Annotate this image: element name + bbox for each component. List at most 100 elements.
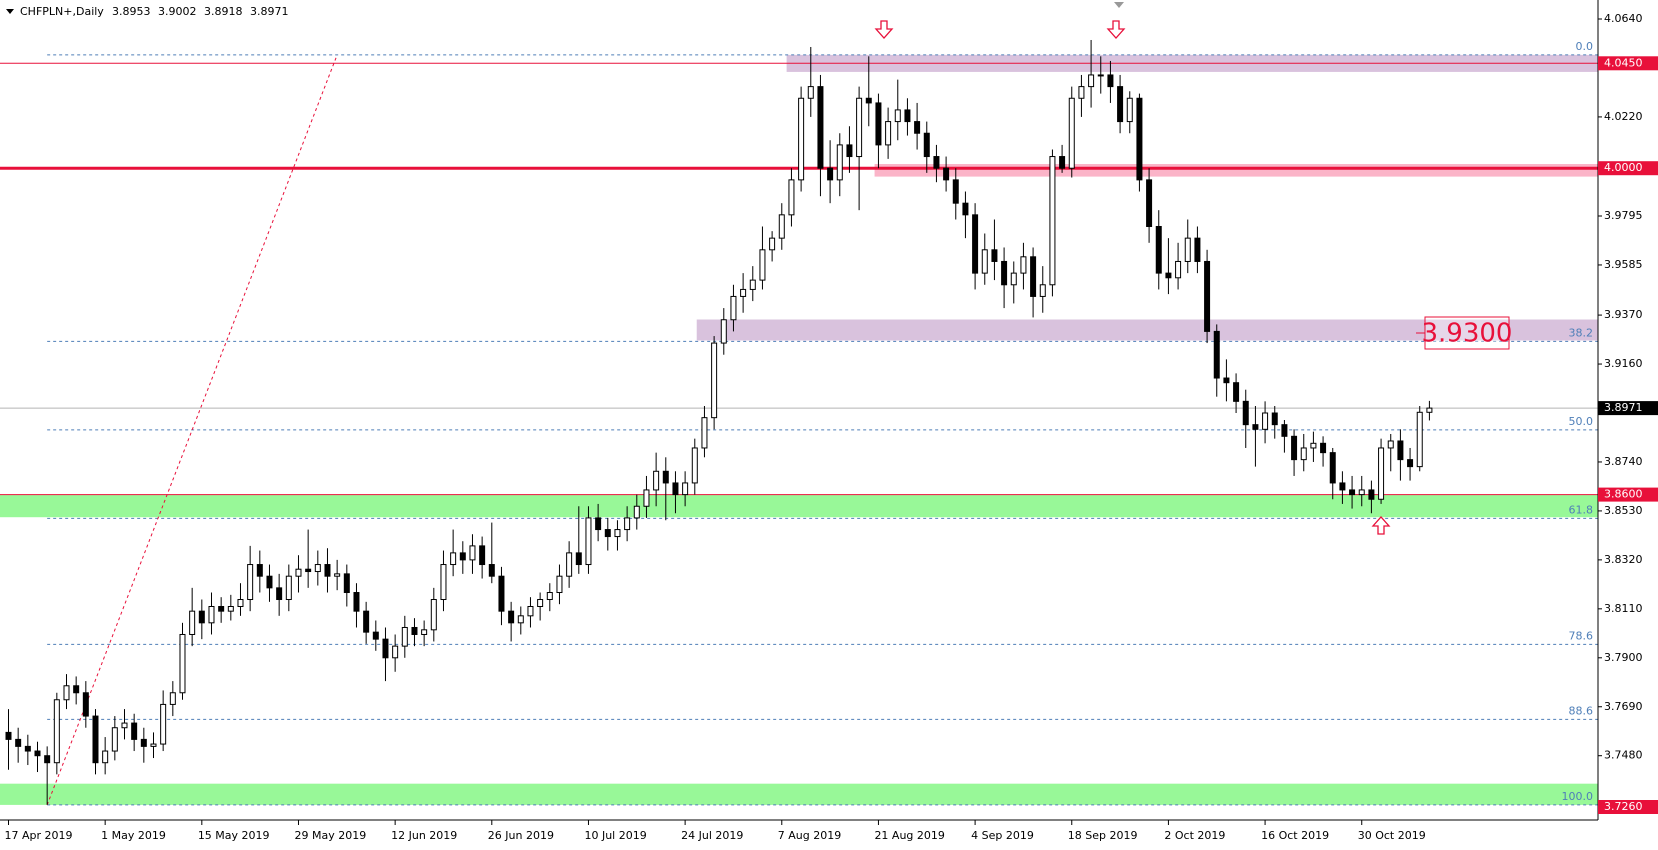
- candle-body: [546, 592, 553, 601]
- candle-body: [662, 470, 669, 484]
- candle-body: [314, 564, 321, 573]
- candle-body: [285, 575, 292, 601]
- down-arrow: [1106, 20, 1126, 39]
- zone: [0, 495, 1598, 518]
- candle-body: [334, 573, 341, 577]
- candle-body: [189, 610, 196, 635]
- candle-body: [1078, 86, 1085, 99]
- candle-body: [160, 703, 167, 745]
- candle-body: [653, 470, 660, 491]
- candle-body: [111, 727, 118, 752]
- candle-body: [1281, 424, 1288, 437]
- candle-body: [1194, 237, 1201, 262]
- candle-body: [1310, 442, 1317, 449]
- candle-body: [836, 144, 843, 181]
- candle-body: [875, 102, 882, 146]
- candle-body: [1165, 272, 1172, 279]
- candle-body: [1242, 400, 1249, 426]
- candle-body: [82, 692, 89, 717]
- candle-body: [595, 517, 602, 531]
- level-label: 3.8600: [1604, 488, 1643, 501]
- candle-body: [1407, 459, 1414, 468]
- candle-body: [1329, 452, 1336, 484]
- fib-label: 78.6: [1569, 629, 1594, 642]
- candle-body: [933, 156, 940, 169]
- candle-body: [382, 638, 389, 659]
- candle-body: [537, 599, 544, 608]
- candle-body: [1300, 447, 1307, 461]
- candle-body: [1233, 382, 1240, 402]
- candle-body: [131, 722, 138, 740]
- candle-body: [1358, 489, 1365, 496]
- candle-body: [817, 86, 824, 169]
- candle-body: [1223, 377, 1230, 384]
- level-box: [1598, 800, 1658, 814]
- candle-body: [411, 626, 418, 635]
- x-tick-label: 2 Oct 2019: [1164, 829, 1225, 842]
- candle-body: [730, 295, 737, 321]
- candle-body: [788, 179, 795, 216]
- candle-body: [943, 167, 950, 181]
- x-tick-label: 24 Jul 2019: [681, 829, 743, 842]
- candle-body: [1068, 97, 1075, 169]
- candle-body: [24, 745, 31, 752]
- y-tick-label: 4.0220: [1604, 110, 1643, 123]
- plot-area: [0, 39, 1598, 806]
- zone: [696, 319, 1598, 341]
- candle-body: [237, 599, 244, 608]
- candle-body: [575, 552, 582, 566]
- fib-label: 38.2: [1569, 326, 1594, 339]
- candle-body: [479, 545, 486, 566]
- candle-body: [711, 342, 718, 419]
- fib-label: 0.0: [1576, 40, 1594, 53]
- fib-trend-line: [46, 54, 338, 806]
- candle-body: [807, 86, 814, 99]
- y-tick-label: 3.9160: [1604, 357, 1643, 370]
- candle-body: [769, 237, 776, 251]
- fib-label: 61.8: [1569, 503, 1594, 516]
- x-tick-label: 21 Aug 2019: [874, 829, 944, 842]
- candle-body: [198, 610, 205, 624]
- candle-body: [227, 606, 234, 612]
- y-tick-label: 3.9795: [1604, 209, 1643, 222]
- down-arrow: [874, 20, 894, 39]
- x-tick-label: 10 Jul 2019: [584, 829, 646, 842]
- candle-body: [276, 587, 283, 601]
- candle-body: [1416, 411, 1423, 468]
- candle-body: [1039, 284, 1046, 297]
- x-tick-label: 4 Sep 2019: [971, 829, 1034, 842]
- candle-body: [1204, 260, 1211, 332]
- candle-body: [1320, 442, 1327, 454]
- candle-body: [962, 202, 969, 216]
- current-price-box: [1598, 401, 1658, 416]
- candle-body: [1010, 272, 1017, 286]
- x-tick-label: 7 Aug 2019: [778, 829, 841, 842]
- y-tick-label: 3.8530: [1604, 504, 1643, 517]
- ohlc-open: 3.8953: [112, 5, 151, 18]
- candle-body: [1339, 482, 1346, 491]
- candle-body: [894, 109, 901, 123]
- candle-body: [701, 417, 708, 449]
- candle-body: [498, 575, 505, 612]
- candle-body: [856, 97, 863, 158]
- up-arrow: [1371, 516, 1391, 535]
- candle-body: [179, 633, 186, 694]
- y-tick-label: 3.8110: [1604, 602, 1643, 615]
- candle-body: [1349, 489, 1356, 496]
- zone: [874, 164, 1598, 177]
- candle-body: [459, 552, 466, 561]
- candle-body: [846, 144, 853, 158]
- candle-body: [604, 529, 611, 538]
- candle-body: [972, 214, 979, 274]
- candle-body: [614, 529, 621, 538]
- x-tick-label: 1 May 2019: [101, 829, 166, 842]
- candle-body: [527, 606, 534, 617]
- x-tick-label: 12 Jun 2019: [391, 829, 457, 842]
- x-tick-label: 26 Jun 2019: [488, 829, 554, 842]
- y-tick-label: 4.0640: [1604, 12, 1643, 25]
- candle-body: [1097, 74, 1104, 77]
- y-tick-label: 3.9370: [1604, 308, 1643, 321]
- candle-body: [140, 738, 147, 747]
